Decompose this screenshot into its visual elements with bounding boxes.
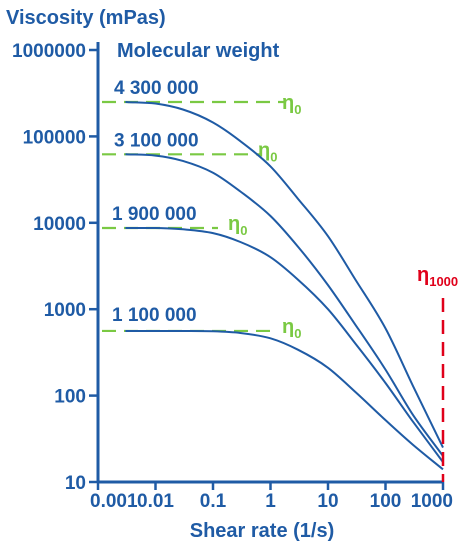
x-axis-title: Shear rate (1/s) <box>190 520 335 542</box>
viscosity-curve <box>125 153 444 457</box>
x-tick-label: 10 <box>317 491 338 512</box>
x-tick-label: 0.001 <box>90 491 138 512</box>
eta0-label: η0 <box>282 316 301 341</box>
x-tick-label: 1 <box>265 491 276 512</box>
eta0-label: η0 <box>258 139 277 164</box>
y-tick-label: 10 <box>65 473 86 494</box>
molecular-weight-label: 4 300 000 <box>114 78 199 99</box>
curve-labels: 4 300 000 3 100 000 1 900 000 1 100 000 <box>112 78 199 326</box>
eta0-label: η0 <box>228 213 247 238</box>
viscosity-curve <box>125 227 444 463</box>
y-axis-title: Viscosity (mPas) <box>6 7 166 29</box>
viscosity-curve <box>125 329 444 471</box>
legend-title: Molecular weight <box>117 40 280 62</box>
molecular-weight-label: 1 900 000 <box>112 204 197 225</box>
y-tick-label: 100 <box>54 387 86 408</box>
molecular-weight-label: 1 100 000 <box>112 305 197 326</box>
molecular-weight-label: 3 100 000 <box>114 130 199 151</box>
axes: 10 100 1000 10000 100000 1000000 0.001 0.01 0.1 1… <box>12 41 453 512</box>
x-tick-label: 100 <box>370 491 402 512</box>
x-tick-label: 0.1 <box>200 491 227 512</box>
x-tick-label: 1000 <box>411 491 453 512</box>
viscosity-curve <box>125 101 444 449</box>
eta1000-marker: η1000 <box>417 264 458 482</box>
x-tick-label: 0.01 <box>137 491 174 512</box>
eta1000-label: η1000 <box>417 264 458 289</box>
y-tick-label: 10000 <box>33 214 86 235</box>
viscosity-curves <box>125 101 444 471</box>
eta0-label: η0 <box>282 92 301 117</box>
y-tick-label: 1000000 <box>12 41 86 62</box>
y-tick-label: 1000 <box>44 300 86 321</box>
y-tick-label: 100000 <box>23 127 86 148</box>
